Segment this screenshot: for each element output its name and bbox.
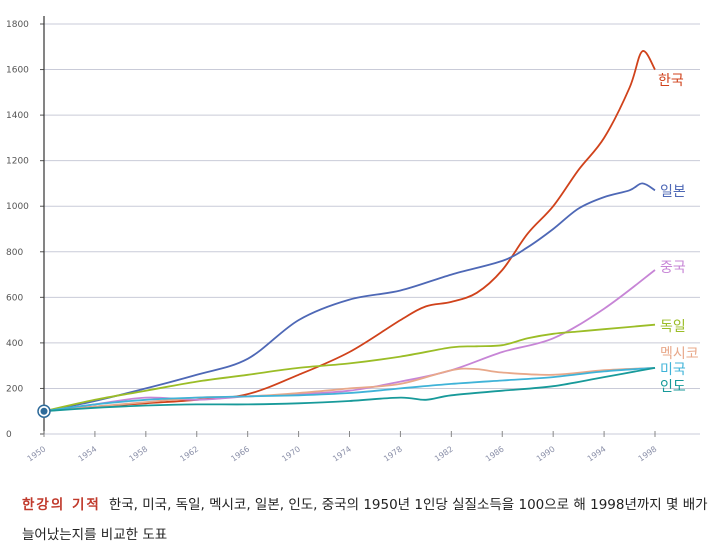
x-tick-label: 1962 (178, 444, 200, 463)
caption-title: 한강의 기적 (22, 497, 101, 513)
series-label-1: 한국 (658, 73, 684, 89)
y-tick-label: 800 (6, 248, 23, 258)
x-tick-label: 1994 (586, 444, 608, 463)
x-tick-label: 1950 (26, 444, 48, 463)
x-tick-label: 1978 (382, 444, 404, 463)
y-tick-label: 0 (6, 430, 12, 440)
x-tick-label: 1986 (484, 444, 506, 463)
origin-marker (37, 404, 51, 418)
figure-caption: 한강의 기적 한국, 미국, 독일, 멕시코, 일본, 인도, 중국의 1950년… (22, 490, 712, 550)
y-tick-label: 1400 (6, 111, 29, 121)
y-tick-label: 1600 (6, 66, 29, 76)
series-line-5 (43, 367, 656, 413)
series-line-3 (43, 269, 656, 413)
series-label-7: 인도 (660, 379, 686, 395)
series-line-2 (43, 182, 656, 413)
series-label-3: 중국 (660, 260, 686, 276)
x-tick-label: 1958 (127, 444, 149, 463)
y-tick-label: 1200 (6, 157, 29, 167)
x-axis: 1950 1954 1958 1962 1966 1970 1974 1978 1982 1986… (26, 431, 659, 463)
series-label-2: 일본 (660, 184, 686, 200)
x-tick-label: 1990 (535, 444, 557, 463)
y-tick-label: 1800 (6, 20, 29, 30)
x-tick-label: 1998 (637, 444, 659, 463)
y-tick-label: 200 (6, 384, 23, 394)
x-tick-label: 1974 (331, 444, 353, 463)
origin-marker-dot (40, 407, 48, 415)
y-axis: 0 200 400 600 800 1000 1200 1400 1600 1800 (6, 16, 45, 440)
y-tick-label: 1000 (6, 202, 29, 212)
series-line-4 (43, 323, 656, 413)
y-tick-label: 600 (6, 293, 23, 303)
series-lines (43, 50, 656, 413)
series-line-6 (43, 367, 656, 413)
x-tick-label: 1970 (280, 444, 302, 463)
series-line-1 (43, 50, 656, 413)
series-line-7 (43, 367, 656, 413)
x-tick-label: 1982 (433, 444, 455, 463)
x-tick-label: 1954 (77, 444, 99, 463)
x-tick-label: 1966 (229, 444, 251, 463)
y-tick-label: 400 (6, 339, 23, 349)
series-label-6: 미국 (660, 362, 686, 378)
series-label-5: 멕시코 (660, 346, 699, 362)
caption-text: 한국, 미국, 독일, 멕시코, 일본, 인도, 중국의 1950년 1인당 실… (22, 497, 708, 543)
series-label-4: 독일 (660, 319, 686, 335)
